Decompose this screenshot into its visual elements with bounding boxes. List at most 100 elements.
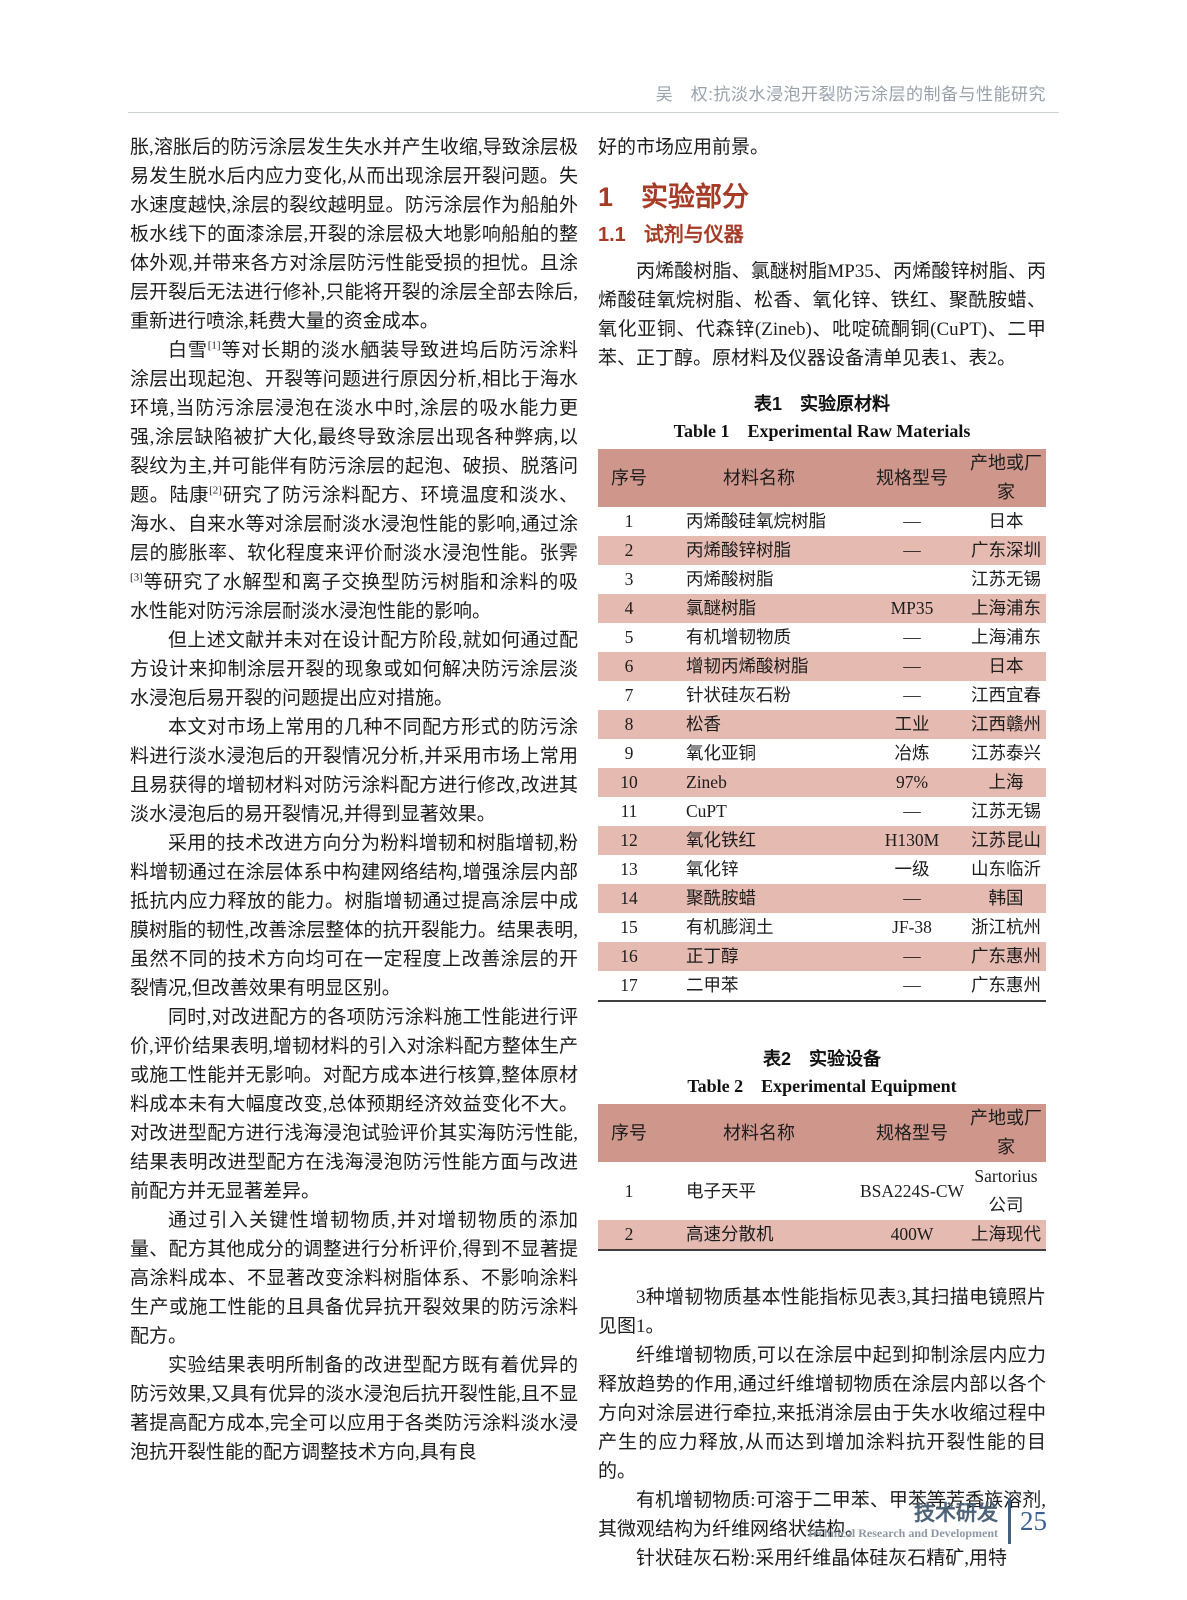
table-row: 5 有机增韧物质 — 上海浦东 [598, 623, 1046, 652]
subsection-title: 试剂与仪器 [643, 224, 744, 246]
paragraph: 本文对市场上常用的几种不同配方形式的防污涂料进行淡水浸泡后的开裂情况分析,并采用… [130, 717, 578, 825]
table-cell: 上海浦东 [971, 627, 1041, 647]
paragraph: 采用的技术改进方向分为粉料增韧和树脂增韧,粉料增韧通过在涂层体系中构建网络结构,… [130, 833, 578, 999]
table-experimental-raw-materials: 序号 材料名称 规格型号 产地或厂家 1 丙烯酸硅氧烷树脂 — 日本 2 丙烯酸锌树脂 — 广东深圳 3… [598, 449, 1046, 1002]
table-cell: 广东惠州 [971, 946, 1041, 966]
table-cell: 1 [624, 1180, 634, 1201]
column-header: 规格型号 [858, 1104, 966, 1162]
table-cell: 松香 [686, 714, 721, 734]
table-cell: 12 [620, 830, 638, 850]
table-cell: 丙烯酸锌树脂 [686, 540, 791, 560]
page-footer: 技术研发 Technical Research and Development … [806, 1498, 1047, 1544]
paragraph: 针状硅灰石粉:采用纤维晶体硅灰石精矿,用特 [636, 1548, 1008, 1569]
header-rule [128, 112, 1059, 113]
table-cell: 丙烯酸树脂 [686, 569, 774, 589]
table-cell: 9 [624, 743, 634, 763]
lead-paragraphs: 好的市场应用前景。 [598, 133, 1046, 162]
table-cell: CuPT [686, 801, 727, 821]
table2-caption-en: Table 2 Experimental Equipment [687, 1076, 957, 1096]
table-cell: 工业 [894, 714, 930, 734]
footer-label-en: Technical Research and Development [806, 1525, 998, 1540]
table-row: 4 氯醚树脂 MP35 上海浦东 [598, 594, 1046, 623]
table-row: 7 针状硅灰石粉 — 江西宜春 [598, 681, 1046, 710]
table-header-row: 序号 材料名称 规格型号 产地或厂家 [598, 449, 1046, 507]
table-cell: 氯醚树脂 [686, 598, 756, 618]
table-cell: 上海现代 [971, 1224, 1041, 1244]
citation-ref: [1] [207, 339, 221, 352]
subsection-heading-1-1: 1.1 试剂与仪器 [598, 220, 1046, 250]
table-cell: — [903, 511, 921, 531]
paragraph: 白雪[1]等对长期的淡水舾装导致进坞后防污涂料涂层出现起泡、开裂等问题进行原因分… [130, 339, 578, 622]
column-header: 产地或厂家 [966, 1104, 1046, 1162]
section-number: 1 [598, 182, 614, 212]
table-cell: 江西赣州 [971, 714, 1041, 734]
table-cell: 韩国 [988, 888, 1024, 908]
table-row: 16 正丁醇 — 广东惠州 [598, 942, 1046, 971]
paragraph: 纤维增韧物质,可以在涂层中起到抑制涂层内应力释放趋势的作用,通过纤维增韧物质在涂… [598, 1345, 1046, 1482]
citation-ref: [2] [209, 484, 222, 497]
table-header-row: 序号 材料名称 规格型号 产地或厂家 [598, 1104, 1046, 1162]
table-cell: — [903, 975, 921, 995]
table-cell: 冶炼 [894, 743, 930, 763]
table-row: 11 CuPT — 江苏无锡 [598, 797, 1046, 826]
table-cell: 2 [624, 1224, 634, 1244]
citation-ref: [3] [130, 571, 143, 584]
table-row: 1 丙烯酸硅氧烷树脂 — 日本 [598, 507, 1046, 536]
table-row: 14 聚酰胺蜡 — 韩国 [598, 884, 1046, 913]
table-cell: 氧化锌 [686, 859, 739, 879]
footer-divider [1008, 1498, 1011, 1544]
table-cell: 江苏昆山 [971, 830, 1041, 850]
table-cell: JF-38 [892, 917, 932, 937]
table-cell: 电子天平 [686, 1180, 756, 1201]
table-cell: H130M [884, 830, 940, 850]
table-cell: 高速分散机 [686, 1224, 774, 1244]
table1-caption-zh: 表1 实验原材料 [753, 394, 890, 414]
table-cell: 17 [620, 975, 638, 995]
table-cell: MP35 [890, 598, 934, 618]
paragraph: 但上述文献并未对在设计配方阶段,就如何通过配方设计来抑制涂层开裂的现象或如何解决… [130, 630, 578, 709]
table-cell: 上海浦东 [971, 598, 1041, 618]
table2-caption-zh: 表2 实验设备 [762, 1049, 881, 1069]
table-cell: Sartorius公司 [974, 1166, 1038, 1215]
table-cell: 16 [620, 946, 638, 966]
table-cell: — [903, 946, 921, 966]
running-head: 吴 权:抗淡水浸泡开裂防污涂层的制备与性能研究 [655, 85, 1046, 104]
table-cell: 氧化亚铜 [686, 743, 756, 763]
table-cell: Zineb [686, 772, 727, 792]
table-cell: 丙烯酸硅氧烷树脂 [686, 511, 826, 531]
intro-paragraphs: 丙烯酸树脂、氯醚树脂MP35、丙烯酸锌树脂、丙烯酸硅氧烷树脂、松香、氧化锌、铁红… [598, 257, 1046, 373]
table-cell: 10 [620, 772, 638, 792]
table-cell: 江苏泰兴 [971, 743, 1041, 763]
table-row: 6 增韧丙烯酸树脂 — 日本 [598, 652, 1046, 681]
table-cell: — [903, 540, 921, 560]
right-column: 好的市场应用前景。 1 实验部分 1.1 试剂与仪器 丙烯酸树脂、氯醚树脂MP35、… [598, 133, 1046, 1573]
table-cell: 13 [620, 859, 638, 879]
table-row: 15 有机膨润土 JF-38 浙江杭州 [598, 913, 1046, 942]
left-column: 胀,溶胀后的防污涂层发生失水并产生收缩,导致涂层极易发生脱水后内应力变化,从而出… [130, 133, 578, 1467]
section-heading-1: 1 实验部分 [598, 179, 1046, 215]
table-cell: 1 [624, 511, 634, 531]
table1-caption-en: Table 1 Experimental Raw Materials [673, 421, 971, 441]
table1-block: 表1 实验原材料 Table 1 Experimental Raw Materi… [598, 391, 1046, 1002]
table-cell: 正丁醇 [686, 946, 739, 966]
footer-section-label: 技术研发 Technical Research and Development [806, 1502, 998, 1541]
table-cell: 浙江杭州 [971, 917, 1041, 937]
column-header: 序号 [598, 1104, 660, 1162]
table-cell [858, 565, 966, 594]
table-cell: 8 [624, 714, 634, 734]
paragraph: 胀,溶胀后的防污涂层发生失水并产生收缩,导致涂层极易发生脱水后内应力变化,从而出… [130, 137, 578, 332]
table-row: 9 氧化亚铜 冶炼 江苏泰兴 [598, 739, 1046, 768]
table-row: 17 二甲苯 — 广东惠州 [598, 971, 1046, 1001]
table-row: 2 丙烯酸锌树脂 — 广东深圳 [598, 536, 1046, 565]
paragraph: 通过引入关键性增韧物质,并对增韧物质的添加量、配方其他成分的调整进行分析评价,得… [130, 1210, 578, 1347]
subsection-number: 1.1 [598, 224, 626, 246]
paragraph: 好的市场应用前景。 [598, 137, 770, 158]
table-cell: 2 [624, 540, 634, 560]
table-cell: 二甲苯 [686, 975, 739, 995]
table-cell: — [903, 656, 921, 676]
column-header: 产地或厂家 [966, 449, 1046, 507]
table-cell: 增韧丙烯酸树脂 [686, 656, 809, 676]
table-cell: 97% [895, 772, 929, 792]
column-header: 材料名称 [660, 1104, 858, 1162]
